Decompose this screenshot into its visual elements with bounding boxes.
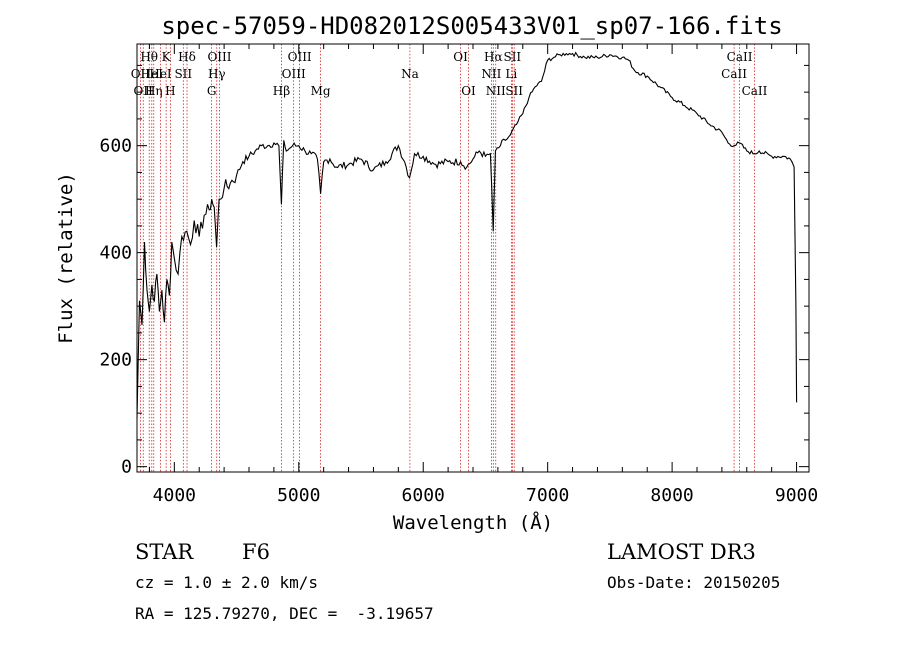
spectral-line-label-25: SII	[505, 84, 523, 98]
spectral-line-label-18: OI	[453, 50, 468, 64]
spectral-line-label-14: OIII	[282, 67, 306, 81]
object-subclass: F6	[242, 540, 270, 564]
spectral-line-label-8: SII	[174, 67, 192, 81]
spectral-line-label-22: NII	[486, 84, 506, 98]
y-axis-ticks: 0 200 400 600	[99, 64, 809, 478]
spectral-line-label-28: CaII	[742, 84, 768, 98]
spectral-line-label-20: NII	[481, 67, 501, 81]
spectral-lines-layer	[140, 44, 755, 472]
y-tick-label: 400	[99, 243, 132, 264]
spectral-line-label-16: Mg	[311, 84, 331, 98]
y-tick-label: 0	[121, 457, 132, 478]
spectral-line-label-23: Li	[505, 67, 517, 81]
spectral-line-label-19: OI	[461, 84, 476, 98]
spectral-line-label-0: OII	[131, 67, 151, 81]
x-tick-label: 7000	[526, 485, 569, 506]
x-tick-label: 6000	[402, 485, 445, 506]
x-tick-label: 4000	[153, 485, 196, 506]
spectral-line-label-1: OII	[134, 84, 154, 98]
x-tick-label: 9000	[775, 485, 818, 506]
spectral-line-label-24: SII	[503, 50, 521, 64]
spectral-line-label-27: CaII	[727, 50, 753, 64]
spectral-line-label-11: Hγ	[208, 67, 226, 81]
coordinates-text: RA = 125.79270, DEC = -3.19657	[135, 604, 434, 623]
spectral-line-label-12: OIII	[207, 50, 231, 64]
plot-frame	[136, 43, 810, 473]
y-axis-label: Flux (relative)	[55, 172, 77, 344]
spectral-labels-layer: OII OII Hθ HeI Hη HeI K H SII Hδ G Hγ OIII Hβ OIII OIII…	[131, 50, 768, 98]
object-class: STAR	[135, 540, 194, 564]
spectral-line-label-9: Hδ	[178, 50, 196, 64]
spectral-line-label-13: Hβ	[273, 84, 290, 98]
spectral-line-label-7: H	[165, 84, 175, 98]
chart-title: spec-57059-HD082012S005433V01_sp07-166.f…	[161, 12, 782, 40]
survey-name: LAMOST DR3	[607, 540, 756, 564]
spectral-line-label-2: Hθ	[140, 50, 158, 64]
spectrum-line	[136, 51, 798, 419]
spectral-line-label-17: Na	[401, 67, 419, 81]
spectral-line-label-4: Hη	[145, 84, 163, 98]
spectral-line-label-10: G	[207, 84, 217, 98]
spectral-line-label-3: HeI	[141, 67, 164, 81]
y-tick-label: 200	[99, 350, 132, 371]
spectral-line-label-6: K	[162, 50, 172, 64]
x-axis-label: Wavelength (Å)	[393, 511, 553, 534]
x-tick-label: 5000	[277, 485, 320, 506]
obs-date-text: Obs-Date: 20150205	[607, 573, 780, 592]
redshift-text: cz = 1.0 ± 2.0 km/s	[135, 573, 318, 592]
x-tick-label: 8000	[650, 485, 693, 506]
x-axis-ticks: 4000 5000 6000 7000 8000 9000	[148, 44, 818, 506]
spectral-line-label-15: OIII	[288, 50, 312, 64]
spectral-line-label-21: Hα	[484, 50, 503, 64]
y-tick-label: 600	[99, 136, 132, 157]
spectral-line-label-26: CaII	[721, 67, 747, 81]
spectral-line-label-5: HeI	[149, 67, 172, 81]
